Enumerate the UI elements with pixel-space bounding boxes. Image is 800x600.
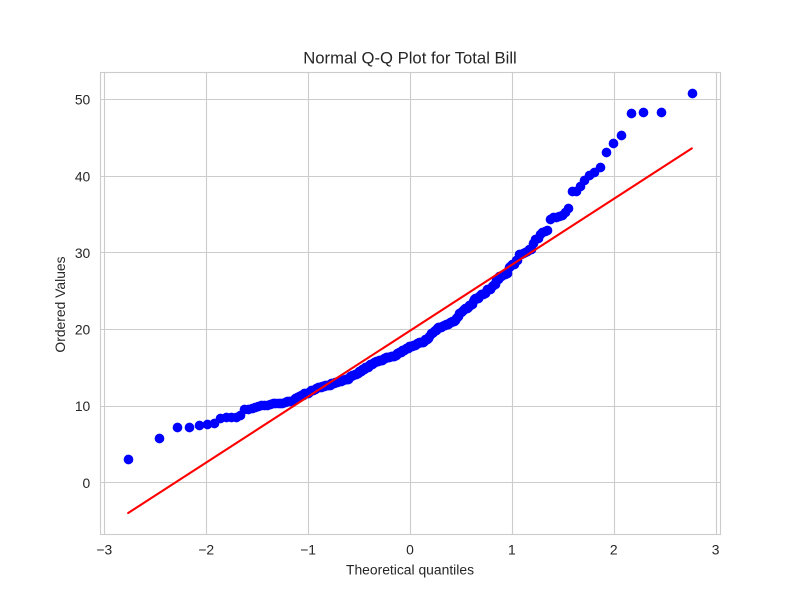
svg-text:3: 3: [712, 542, 720, 558]
svg-text:−2: −2: [198, 542, 214, 558]
svg-text:−3: −3: [96, 542, 112, 558]
svg-text:10: 10: [75, 398, 91, 414]
svg-text:Theoretical quantiles: Theoretical quantiles: [346, 561, 474, 577]
svg-text:0: 0: [406, 542, 414, 558]
svg-text:50: 50: [75, 92, 91, 108]
svg-text:2: 2: [610, 542, 618, 558]
svg-text:Ordered Values: Ordered Values: [52, 256, 68, 352]
svg-text:30: 30: [75, 245, 91, 261]
svg-text:Normal Q-Q Plot for Total Bill: Normal Q-Q Plot for Total Bill: [303, 49, 517, 68]
svg-text:1: 1: [508, 542, 516, 558]
svg-text:−1: −1: [300, 542, 316, 558]
svg-text:20: 20: [75, 322, 91, 338]
svg-text:40: 40: [75, 168, 91, 184]
svg-text:0: 0: [83, 475, 91, 491]
